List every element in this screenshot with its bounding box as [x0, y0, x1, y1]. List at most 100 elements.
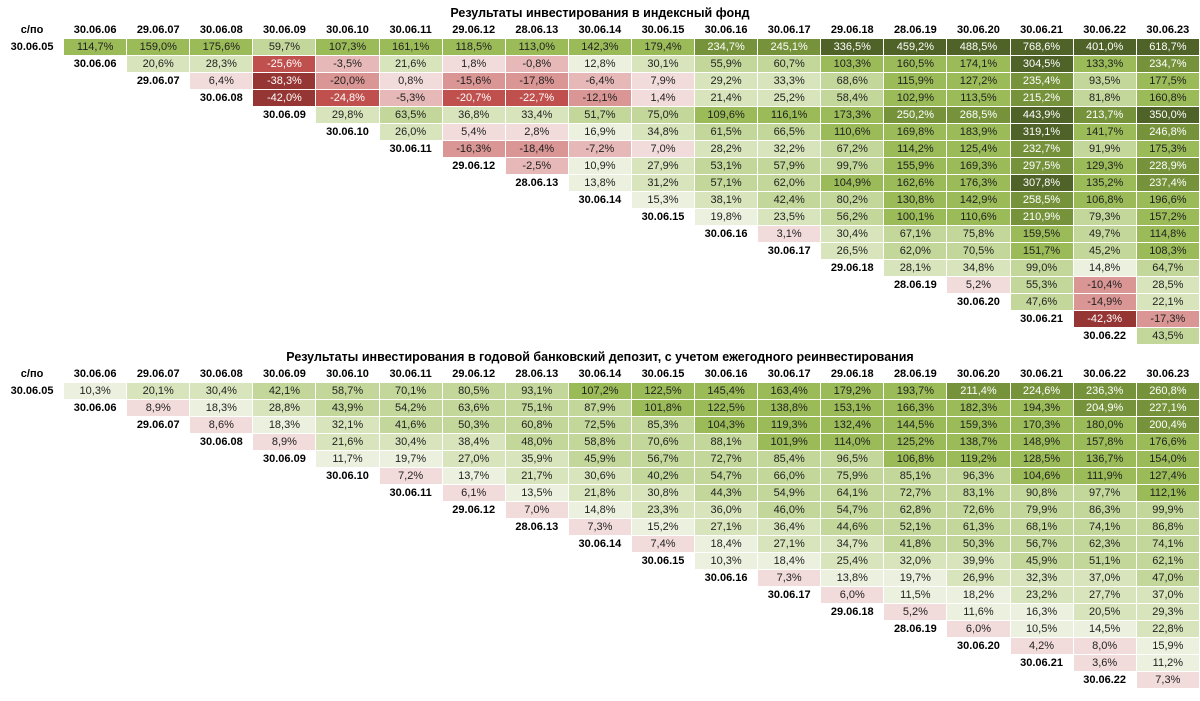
- return-value-cell: -24,8%: [315, 89, 380, 107]
- return-value-cell: 70,6%: [630, 433, 696, 451]
- empty-cell: [252, 586, 317, 604]
- empty-cell: [694, 276, 759, 294]
- return-value-cell: 3,6%: [1072, 654, 1137, 672]
- empty-cell: [189, 225, 254, 243]
- table-row: 30.06.08 8,9% 21,6% 30,4% 38,4% 48,0% 58,8% 70,…: [0, 433, 1200, 451]
- empty-cell: [504, 191, 569, 209]
- empty-cell: [63, 72, 128, 90]
- date-column-header: 30.06.15: [630, 21, 696, 39]
- return-value-cell: 176,3%: [946, 174, 1011, 192]
- return-value-cell: 58,4%: [820, 89, 885, 107]
- empty-cell: [252, 620, 317, 638]
- return-value-cell: 224,6%: [1009, 382, 1074, 400]
- table-row: 29.06.07 6,4% -38,3% -20,0% 0,8% -15,6% -17,8%…: [0, 72, 1200, 90]
- return-value-cell: 20,1%: [126, 382, 191, 400]
- empty-cell: [315, 484, 380, 502]
- return-value-cell: 55,3%: [1009, 276, 1074, 294]
- return-value-cell: 23,5%: [757, 208, 822, 226]
- empty-cell: [567, 569, 632, 587]
- empty-cell: [0, 399, 65, 417]
- return-value-cell: 72,7%: [694, 450, 759, 468]
- table-row: 29.06.12 7,0% 14,8% 23,3% 36,0% 46,0% 54,7% 62,…: [0, 501, 1200, 519]
- empty-cell: [441, 535, 506, 553]
- return-value-cell: 235,4%: [1009, 72, 1074, 90]
- empty-cell: [1009, 327, 1074, 345]
- return-value-cell: 104,3%: [694, 416, 759, 434]
- empty-cell: [378, 603, 443, 621]
- empty-cell: [504, 276, 569, 294]
- empty-cell: [126, 106, 191, 124]
- return-value-cell: 161,1%: [378, 38, 443, 56]
- empty-cell: [189, 293, 254, 311]
- return-value-cell: 54,2%: [378, 399, 443, 417]
- return-value-cell: 104,6%: [1009, 467, 1074, 485]
- return-value-cell: 18,4%: [757, 552, 822, 570]
- return-value-cell: 11,7%: [315, 450, 380, 468]
- return-value-cell: 56,7%: [630, 450, 696, 468]
- empty-cell: [946, 310, 1011, 328]
- return-value-cell: 106,8%: [1072, 191, 1137, 209]
- return-value-cell: -18,4%: [504, 140, 569, 158]
- return-value-cell: 80,2%: [820, 191, 885, 209]
- empty-cell: [189, 637, 254, 655]
- return-value-cell: 8,6%: [189, 416, 254, 434]
- return-value-cell: -17,8%: [504, 72, 569, 90]
- empty-cell: [504, 654, 569, 672]
- empty-cell: [757, 671, 822, 689]
- empty-cell: [504, 603, 569, 621]
- return-value-cell: 62,0%: [883, 242, 948, 260]
- empty-cell: [126, 123, 191, 141]
- return-value-cell: 16,9%: [567, 123, 632, 141]
- date-column-header: 30.06.16: [694, 365, 759, 383]
- empty-cell: [378, 259, 443, 277]
- empty-cell: [189, 140, 254, 158]
- empty-cell: [189, 654, 254, 672]
- empty-cell: [694, 242, 759, 260]
- return-value-cell: 7,4%: [630, 535, 696, 553]
- date-column-header: 30.06.09: [252, 21, 317, 39]
- return-value-cell: 232,7%: [1009, 140, 1074, 158]
- return-value-cell: 125,2%: [883, 433, 948, 451]
- return-value-cell: 10,9%: [567, 157, 632, 175]
- empty-cell: [63, 467, 128, 485]
- return-value-cell: 210,9%: [1009, 208, 1074, 226]
- row-date-label: 30.06.08: [189, 433, 254, 451]
- empty-cell: [630, 276, 696, 294]
- empty-cell: [315, 327, 380, 345]
- return-value-cell: 109,6%: [694, 106, 759, 124]
- empty-cell: [378, 569, 443, 587]
- row-date-label: 29.06.12: [441, 157, 506, 175]
- return-value-cell: 15,2%: [630, 518, 696, 536]
- return-value-cell: 85,1%: [883, 467, 948, 485]
- return-value-cell: 173,3%: [820, 106, 885, 124]
- return-value-cell: 32,1%: [315, 416, 380, 434]
- empty-cell: [252, 191, 317, 209]
- empty-cell: [189, 259, 254, 277]
- table-row: 30.06.22 7,3%: [0, 671, 1200, 689]
- return-value-cell: 49,7%: [1072, 225, 1137, 243]
- return-value-cell: 7,3%: [567, 518, 632, 536]
- empty-cell: [0, 327, 65, 345]
- empty-cell: [126, 259, 191, 277]
- empty-cell: [0, 242, 65, 260]
- empty-cell: [252, 569, 317, 587]
- return-value-cell: 122,5%: [630, 382, 696, 400]
- return-value-cell: 153,1%: [820, 399, 885, 417]
- empty-cell: [757, 654, 822, 672]
- empty-cell: [883, 637, 948, 655]
- return-value-cell: 30,6%: [567, 467, 632, 485]
- empty-cell: [315, 501, 380, 519]
- empty-cell: [63, 501, 128, 519]
- empty-cell: [567, 208, 632, 226]
- return-value-cell: 42,4%: [757, 191, 822, 209]
- return-value-cell: -25,6%: [252, 55, 317, 73]
- return-value-cell: 64,7%: [1135, 259, 1200, 277]
- empty-cell: [0, 293, 65, 311]
- return-value-cell: 51,7%: [567, 106, 632, 124]
- return-value-cell: 130,8%: [883, 191, 948, 209]
- return-value-cell: 75,9%: [820, 467, 885, 485]
- return-value-cell: 27,1%: [694, 518, 759, 536]
- empty-cell: [252, 310, 317, 328]
- date-column-header: 30.06.17: [757, 365, 822, 383]
- return-value-cell: 62,3%: [1072, 535, 1137, 553]
